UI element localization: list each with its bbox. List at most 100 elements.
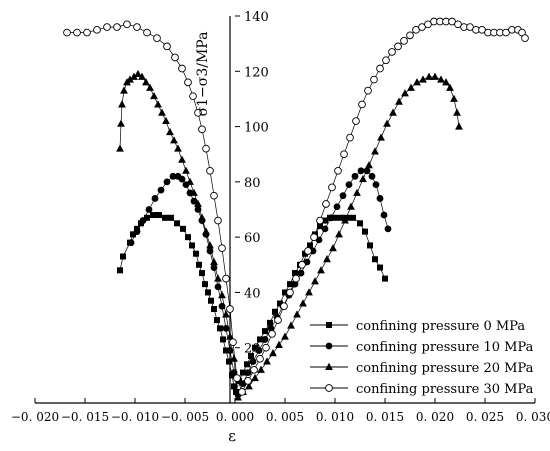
- data-point: [371, 147, 379, 155]
- data-point: [376, 64, 384, 73]
- data-point: [293, 310, 301, 318]
- data-point: [244, 369, 252, 376]
- data-point: [218, 244, 226, 253]
- data-point: [220, 336, 226, 343]
- data-point: [292, 274, 300, 283]
- series-2: [116, 69, 463, 401]
- data-point: [274, 316, 282, 324]
- data-point: [252, 344, 258, 351]
- data-point: [180, 225, 186, 232]
- series-1: [127, 167, 392, 399]
- data-point: [299, 299, 307, 307]
- data-point: [267, 324, 275, 332]
- data-point: [139, 217, 147, 224]
- data-point: [189, 92, 197, 101]
- data-point: [157, 186, 165, 194]
- data-point: [168, 214, 174, 221]
- data-point: [248, 353, 254, 360]
- data-point: [257, 365, 265, 373]
- data-point: [341, 216, 349, 224]
- data-point: [150, 212, 156, 219]
- data-point: [425, 72, 433, 80]
- data-point: [413, 78, 421, 86]
- y-tick-label: 40: [244, 286, 261, 301]
- data-point: [257, 336, 263, 343]
- data-point: [389, 108, 397, 116]
- data-point: [357, 220, 363, 227]
- data-point: [120, 253, 126, 260]
- data-point: [431, 72, 439, 80]
- x-tick-label: 0. 020: [416, 410, 454, 424]
- series-3: [63, 17, 529, 396]
- legend-marker: [325, 362, 333, 370]
- data-point: [345, 181, 353, 189]
- data-point: [178, 64, 186, 73]
- y-tick-label: 60: [244, 231, 261, 246]
- legend-label: confining pressure 10 MPa: [356, 340, 534, 355]
- data-point: [317, 266, 325, 274]
- data-point: [130, 231, 136, 238]
- data-point: [186, 177, 194, 185]
- x-axis-ticks: −0. 020 −0. 015 −0. 010 −0. 005 0. 000 0. 005…: [11, 398, 550, 424]
- data-point: [380, 211, 388, 219]
- data-point: [202, 281, 208, 288]
- data-point: [218, 290, 226, 299]
- data-point: [362, 228, 368, 235]
- data-point: [229, 338, 237, 347]
- data-point: [150, 91, 158, 100]
- data-point: [358, 100, 366, 109]
- data-point: [153, 34, 161, 42]
- data-point: [233, 374, 241, 382]
- legend-label: confining pressure 0 MPa: [356, 319, 525, 334]
- x-tick-label: 0. 000: [216, 410, 254, 424]
- data-point: [151, 195, 159, 202]
- data-point: [133, 23, 141, 31]
- data-point: [346, 133, 354, 142]
- data-point: [93, 25, 101, 34]
- data-point: [162, 214, 168, 221]
- data-point: [365, 161, 373, 169]
- data-point: [372, 181, 380, 189]
- data-point: [211, 306, 217, 313]
- data-point: [286, 288, 294, 297]
- data-point: [262, 343, 270, 352]
- data-point: [120, 86, 128, 94]
- data-point: [450, 94, 458, 102]
- data-point: [178, 155, 186, 163]
- plot-area: −0. 020 −0. 015 −0. 010 −0. 005 0. 000 0. 005…: [11, 10, 550, 424]
- x-tick-label: −0. 005: [161, 410, 209, 424]
- data-point: [332, 214, 338, 221]
- data-point: [256, 354, 264, 363]
- data-point: [83, 28, 91, 37]
- data-point: [223, 347, 229, 354]
- data-point: [329, 244, 337, 252]
- data-point: [269, 349, 277, 357]
- data-point: [250, 365, 258, 374]
- data-point: [133, 228, 141, 236]
- data-point: [118, 100, 126, 108]
- data-point: [370, 75, 378, 84]
- data-point: [214, 317, 220, 324]
- data-point: [143, 28, 151, 37]
- data-point: [419, 75, 427, 83]
- data-point: [406, 31, 414, 40]
- data-point: [127, 239, 135, 247]
- data-point: [317, 223, 323, 230]
- x-tick-label: −0. 020: [11, 410, 59, 424]
- data-point: [226, 305, 234, 313]
- data-point: [162, 116, 170, 125]
- data-point: [372, 256, 378, 263]
- data-point: [272, 308, 278, 315]
- data-point: [353, 188, 361, 196]
- y-tick-label: 140: [244, 10, 269, 25]
- data-point: [208, 297, 214, 304]
- data-point: [226, 332, 234, 340]
- data-point: [238, 388, 246, 396]
- y-axis-label: σ1−σ3/MPa: [195, 32, 211, 117]
- data-point: [206, 166, 214, 175]
- data-point: [244, 361, 250, 368]
- data-point: [144, 214, 150, 221]
- data-point: [240, 369, 246, 376]
- data-point: [446, 83, 454, 91]
